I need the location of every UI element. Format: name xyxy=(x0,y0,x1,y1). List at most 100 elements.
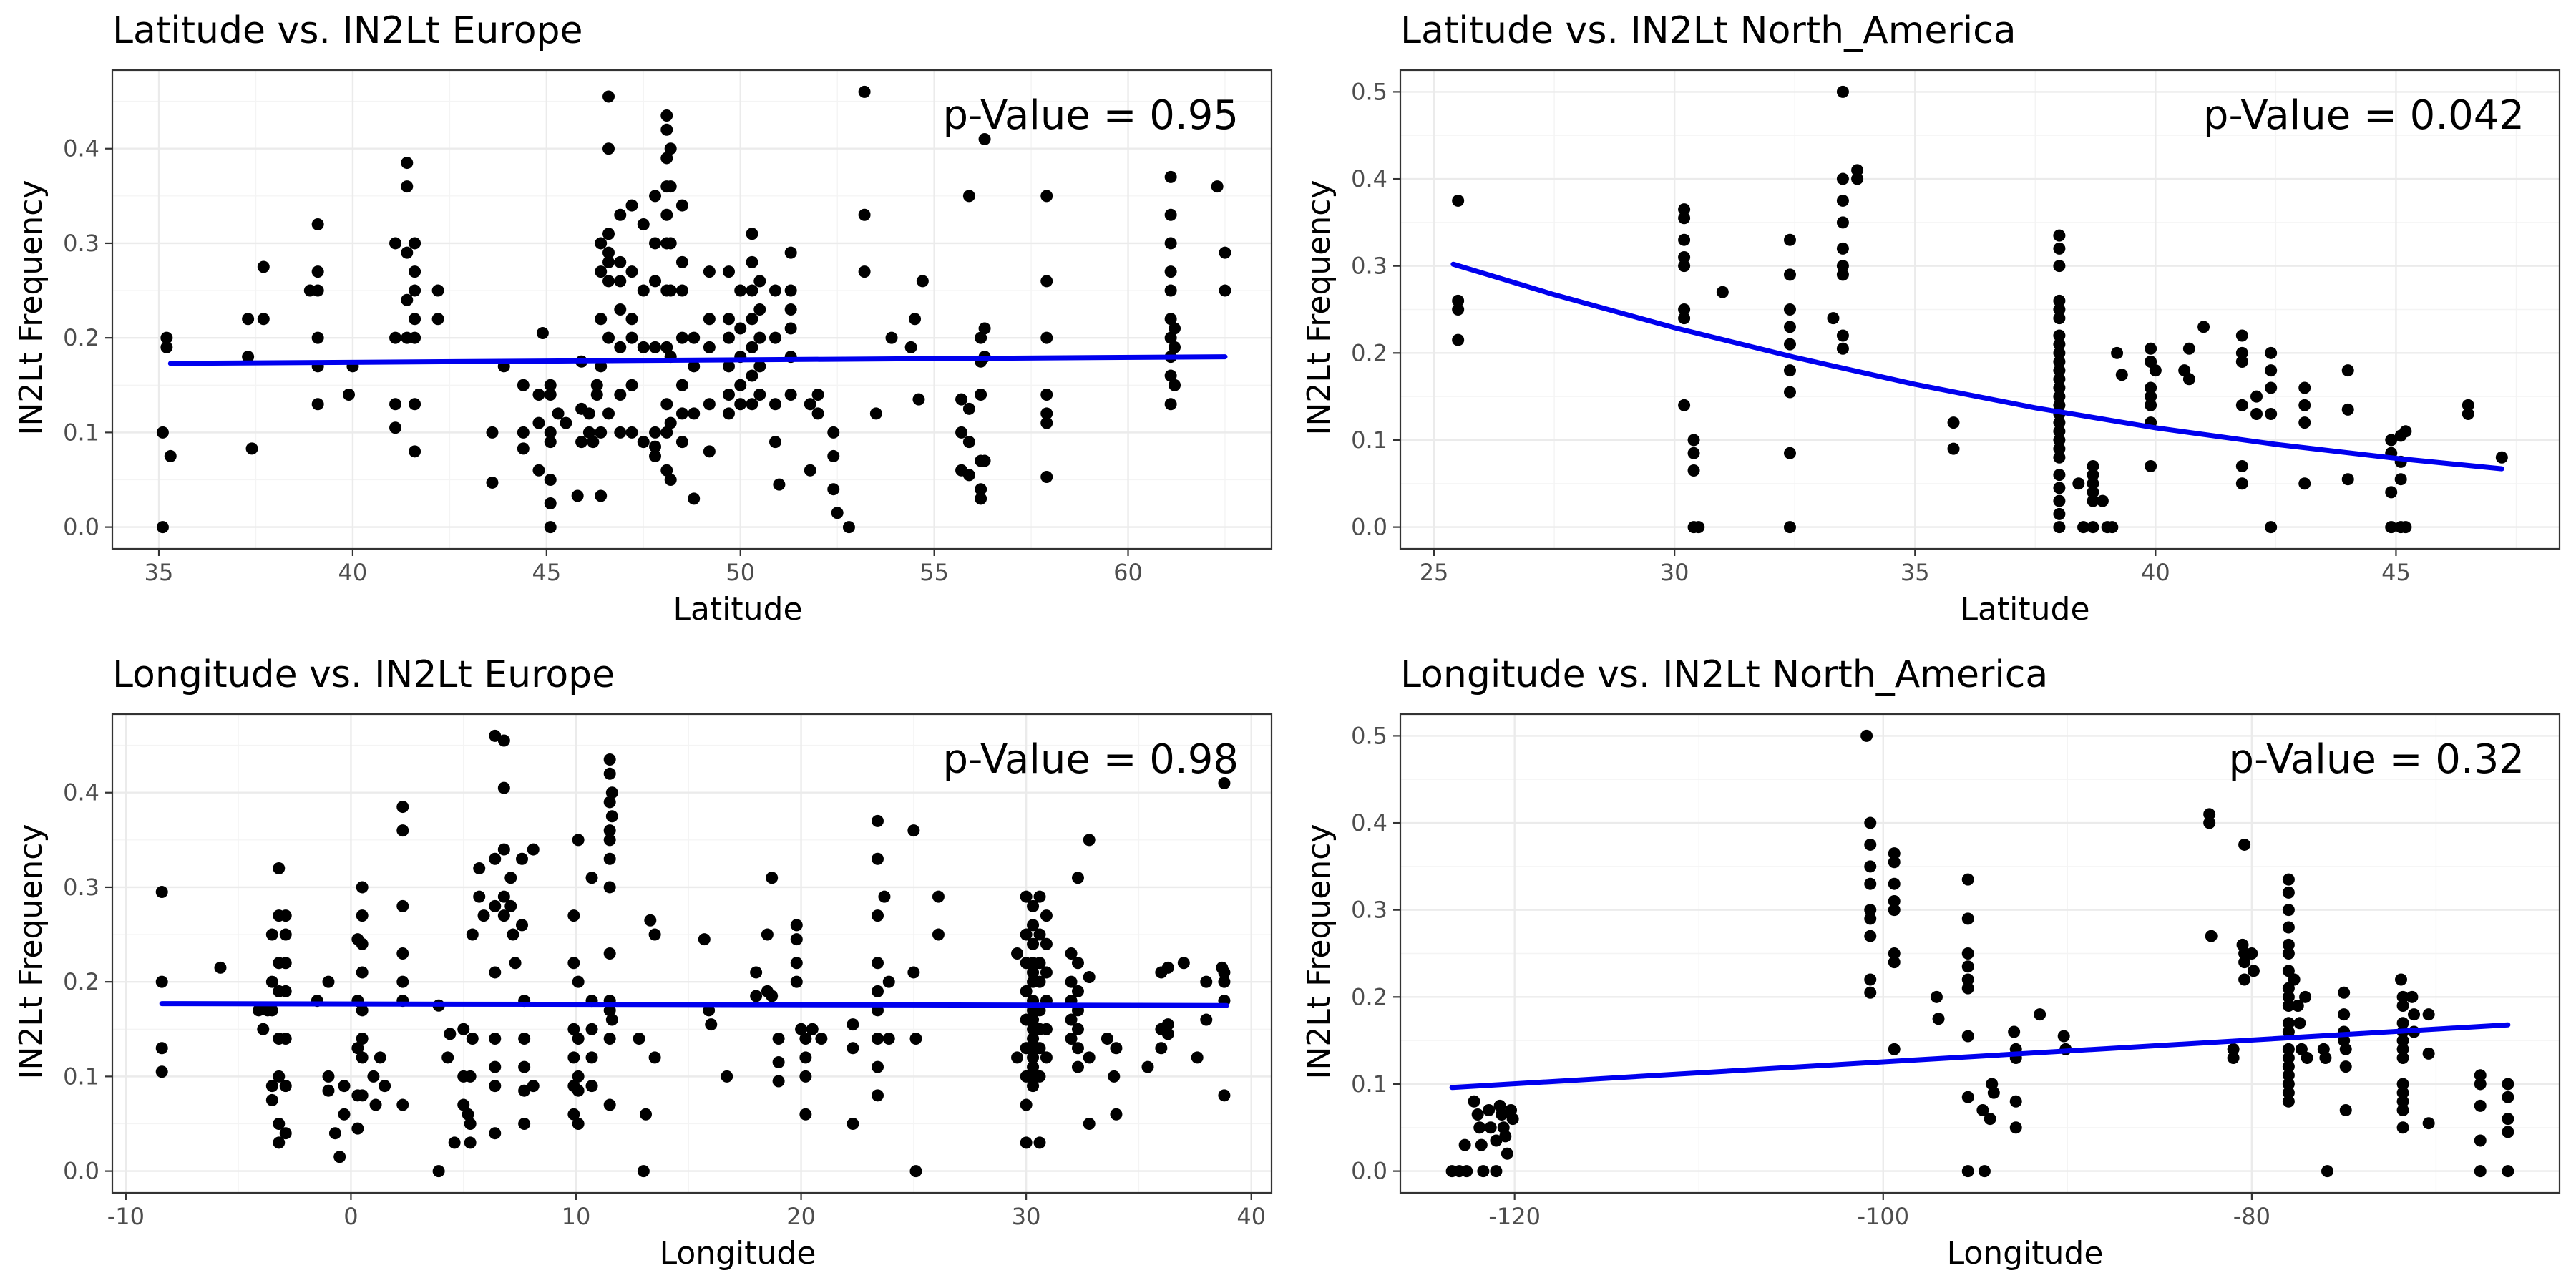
data-point xyxy=(603,834,616,847)
x-tick-label: 35 xyxy=(145,559,174,586)
data-point xyxy=(544,388,557,401)
data-point xyxy=(2293,1017,2306,1030)
chart-title: Longitude vs. IN2Lt North_America xyxy=(1400,653,2048,696)
y-tick-label: 0.1 xyxy=(63,1063,99,1090)
data-point xyxy=(1961,982,1974,995)
data-point xyxy=(351,1042,364,1055)
data-point xyxy=(978,454,991,467)
data-point xyxy=(799,1032,812,1045)
data-point xyxy=(338,1080,351,1093)
data-point xyxy=(504,899,517,912)
panel-border xyxy=(111,713,1273,1194)
data-point xyxy=(2338,1008,2351,1021)
x-tick-label: 45 xyxy=(532,559,561,586)
data-point xyxy=(603,767,616,780)
data-point xyxy=(799,1108,812,1121)
data-point xyxy=(1110,1108,1123,1121)
data-point xyxy=(396,947,409,960)
data-point xyxy=(1888,947,1901,960)
regression-line xyxy=(159,1001,1229,1008)
data-point xyxy=(2265,381,2278,394)
x-tick-label: 60 xyxy=(1113,559,1143,586)
data-point xyxy=(975,331,987,344)
data-point xyxy=(486,476,499,489)
data-point xyxy=(1458,1138,1471,1151)
data-point xyxy=(1678,399,1691,411)
data-point xyxy=(1678,233,1691,246)
data-point xyxy=(2145,459,2157,472)
data-point xyxy=(544,497,557,510)
regression-line xyxy=(1449,1022,2511,1091)
data-point xyxy=(1716,286,1729,298)
panel-latitude-europe: Latitude vs. IN2Lt Europe Latitude IN2Lt… xyxy=(13,9,1273,628)
data-point xyxy=(2396,1051,2409,1064)
data-point xyxy=(688,492,701,505)
data-point xyxy=(722,313,735,326)
y-tick-label: 0.2 xyxy=(1351,983,1387,1010)
data-point xyxy=(784,246,797,259)
data-point xyxy=(625,426,638,439)
data-point xyxy=(1864,986,1877,999)
data-point xyxy=(1836,242,1849,255)
data-point xyxy=(2321,1165,2333,1178)
data-point xyxy=(2301,1051,2313,1064)
data-point xyxy=(1678,303,1691,316)
data-point xyxy=(872,985,884,997)
panel-border xyxy=(111,69,1273,550)
data-point xyxy=(509,957,522,970)
data-point xyxy=(2057,1030,2070,1043)
data-point xyxy=(1040,1051,1053,1064)
data-point xyxy=(602,228,615,240)
plot-area xyxy=(111,69,1273,550)
data-point xyxy=(356,1051,369,1064)
data-point xyxy=(2115,369,2128,381)
data-point xyxy=(396,801,409,814)
data-point xyxy=(2053,399,2066,411)
data-point xyxy=(1020,1098,1033,1111)
data-point xyxy=(1065,975,1078,988)
data-point xyxy=(1218,1089,1231,1102)
data-point xyxy=(1040,937,1053,950)
data-point xyxy=(279,1127,292,1140)
data-point xyxy=(746,398,758,411)
plot-area xyxy=(1399,69,2561,550)
data-point xyxy=(1836,172,1849,185)
y-tick-label: 0.0 xyxy=(1351,514,1387,541)
data-point xyxy=(214,961,227,974)
data-point xyxy=(2053,494,2066,507)
data-point xyxy=(602,331,615,344)
data-point xyxy=(2227,1051,2240,1064)
data-point xyxy=(907,824,920,837)
data-point xyxy=(2339,1103,2352,1116)
data-point xyxy=(2087,494,2099,507)
data-point xyxy=(872,909,884,922)
data-point xyxy=(2053,507,2066,520)
data-point xyxy=(2394,473,2407,486)
data-point xyxy=(585,872,598,884)
data-point xyxy=(1976,1103,1989,1116)
data-point xyxy=(2396,999,2409,1012)
data-point xyxy=(2182,342,2195,355)
data-point xyxy=(2053,242,2066,255)
data-point xyxy=(664,416,677,429)
data-point xyxy=(858,208,871,221)
data-point xyxy=(1460,1165,1473,1178)
data-point xyxy=(2145,390,2157,403)
y-axis-title: IN2Lt Frequency xyxy=(1301,180,1337,436)
data-point xyxy=(2298,399,2311,411)
data-point xyxy=(536,327,549,340)
data-point xyxy=(1864,973,1877,986)
data-point xyxy=(1071,1042,1084,1055)
data-point xyxy=(1027,1032,1040,1045)
data-point xyxy=(804,464,816,477)
data-point xyxy=(473,890,486,903)
data-point xyxy=(2288,973,2301,986)
data-point xyxy=(1961,1091,1974,1103)
x-tick-label: 25 xyxy=(1420,559,1449,586)
data-point xyxy=(2282,999,2295,1012)
data-point xyxy=(1200,975,1213,988)
data-point xyxy=(1071,872,1084,884)
p-value-annotation: p-Value = 0.95 xyxy=(943,92,1239,139)
data-point xyxy=(1040,1023,1053,1035)
